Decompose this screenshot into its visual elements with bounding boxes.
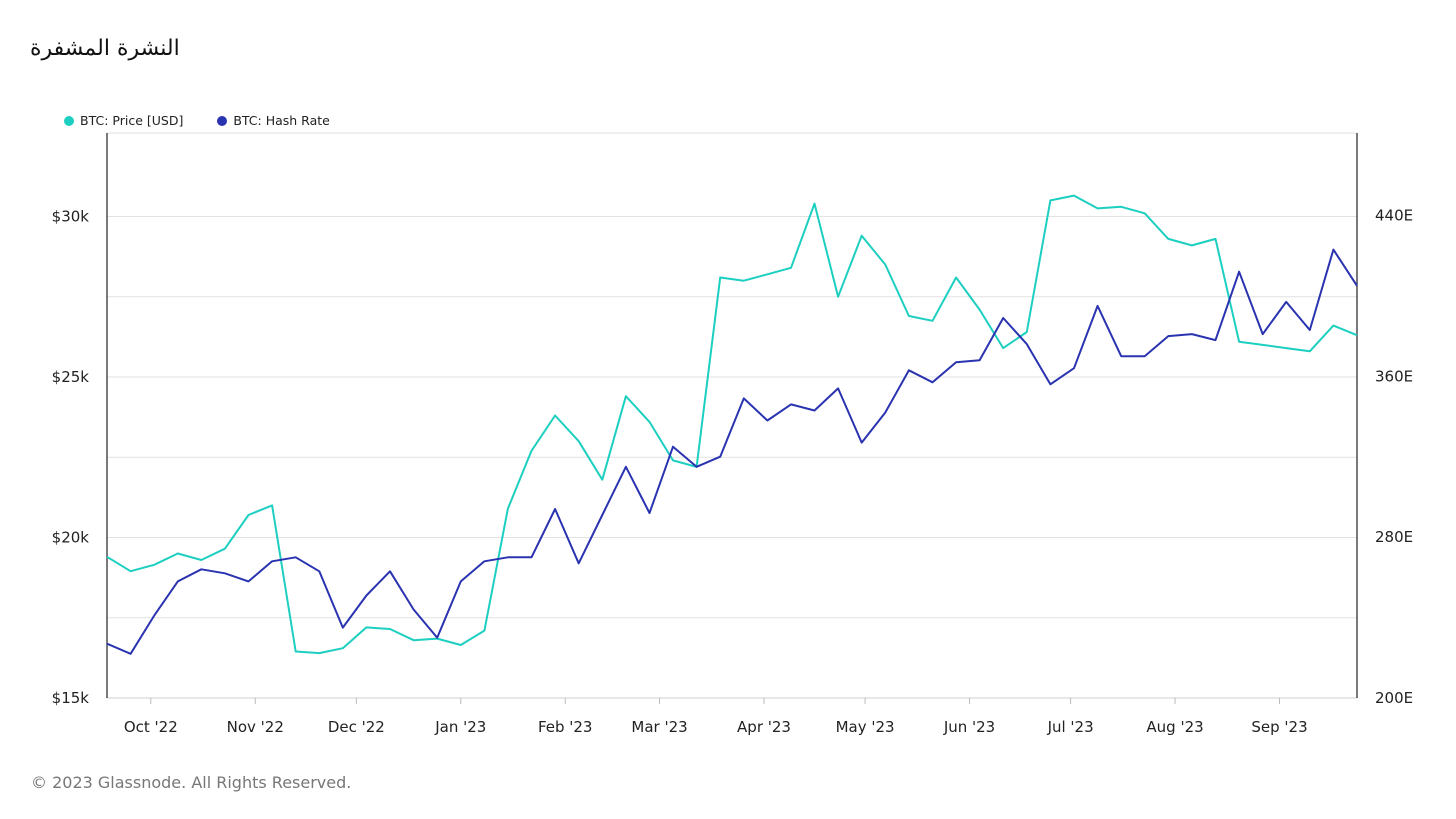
price-series-line: [106, 194, 1358, 655]
x-tick-label: Aug '23: [1146, 718, 1203, 736]
y-left-tick-label: $20k: [52, 528, 90, 546]
y-left-tick-label: $30k: [52, 207, 90, 225]
legend: BTC: Price [USD] BTC: Hash Rate: [64, 113, 330, 128]
x-tick-label: Jun '23: [943, 718, 995, 736]
legend-swatch-price: [64, 115, 74, 126]
x-tick-label: Feb '23: [538, 718, 593, 736]
legend-label-price: BTC: Price [USD]: [80, 113, 184, 128]
x-tick-label: Nov '22: [227, 718, 284, 736]
legend-item-hashrate[interactable]: BTC: Hash Rate: [217, 113, 330, 128]
x-tick-label: Apr '23: [737, 718, 791, 736]
hashrate-series-line: [106, 248, 1358, 655]
y-right-tick-label: 200E: [1375, 689, 1413, 707]
x-tick-label: Mar '23: [631, 718, 687, 736]
chart-title: النشرة المشفرة: [30, 36, 180, 61]
x-tick-label: Dec '22: [328, 718, 385, 736]
legend-swatch-hashrate: [217, 115, 228, 126]
legend-label-hashrate: BTC: Hash Rate: [233, 113, 330, 128]
legend-item-price[interactable]: BTC: Price [USD]: [64, 113, 183, 128]
x-tick-label: Oct '22: [124, 718, 178, 736]
x-tick-label: Jan '23: [434, 718, 486, 736]
x-tick-label: May '23: [836, 718, 895, 736]
copyright: © 2023 Glassnode. All Rights Reserved.: [31, 773, 352, 792]
x-tick-label: Jul '23: [1047, 718, 1094, 736]
y-right-tick-label: 440E: [1375, 206, 1413, 224]
y-right-tick-label: 360E: [1375, 367, 1413, 385]
y-right-tick-label: 280E: [1375, 528, 1413, 546]
x-tick-label: Sep '23: [1251, 718, 1307, 736]
y-left-tick-label: $15k: [52, 689, 90, 707]
y-left-tick-label: $25k: [52, 368, 90, 386]
